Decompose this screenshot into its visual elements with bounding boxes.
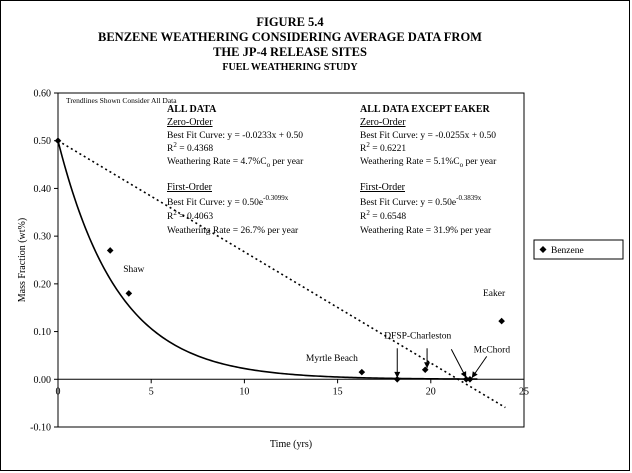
data-point [125, 290, 133, 297]
legend-box [533, 239, 624, 260]
y-tick-label: 0.50 [34, 136, 52, 147]
data-point [54, 137, 62, 145]
site-label: DFSP-Charleston [384, 332, 451, 342]
stats-except-zero-fit: Best Fit Curve: y = -0.0255x + 0.50 [360, 131, 496, 141]
trendline-linear [57, 140, 506, 409]
legend-label: Benzene [551, 246, 584, 256]
trend-note: Trendlines Shown Consider All Data [66, 96, 177, 105]
data-point [358, 368, 366, 376]
stats-except-zero-r2: R2 = 0.6221 [360, 141, 406, 154]
stats-all-zero-rate: Weathering Rate = 4.7%Co per year [167, 157, 304, 169]
y-tick-label: -0.10 [30, 423, 51, 434]
y-tick-label: 0.30 [34, 232, 52, 243]
x-tick-label: 25 [519, 386, 529, 397]
pointer-arrow-head [471, 371, 478, 378]
pointer-arrow-head [460, 371, 467, 378]
site-labels: Shaw Myrtle Beach DFSP-Charleston McChord Ea… [123, 265, 510, 364]
data-point [462, 375, 470, 383]
data-points [54, 137, 505, 383]
title-line-2: BENZENE WEATHERING CONSIDERING AVERAGE D… [98, 30, 482, 44]
stats-all-zero-r2: R2 = 0.4368 [167, 141, 213, 154]
pointer-arrows [394, 348, 488, 379]
site-label: McChord [474, 346, 511, 356]
data-point [393, 375, 401, 383]
site-label: Shaw [123, 265, 144, 275]
x-axis-label: Time (yrs) [270, 439, 312, 450]
stats-except-zero-label: Zero-Order [360, 117, 406, 128]
y-tick-label: 0.10 [34, 327, 52, 338]
stats-except-first-rate: Weathering Rate = 31.9% per year [360, 226, 492, 236]
stats-all-first-label: First-Order [167, 182, 213, 193]
site-label: Eaker [483, 289, 506, 299]
trendlines [57, 140, 506, 409]
stats-all-first-r2: R2 = 0.4063 [167, 209, 213, 222]
legend-marker [539, 246, 547, 253]
y-tick-label: 0.00 [34, 375, 52, 386]
stats-except-eaker: ALL DATA EXCEPT EAKER Zero-Order Best Fi… [360, 104, 497, 236]
subtitle: FUEL WEATHERING STUDY [222, 62, 358, 73]
plot-area [57, 92, 525, 428]
stats-all-zero-fit: Best Fit Curve: y = -0.0233x + 0.50 [167, 131, 303, 141]
data-point [106, 247, 114, 254]
x-tick-label: 20 [426, 386, 436, 397]
data-point [498, 317, 505, 325]
stats-except-first-fit: Best Fit Curve: y = 0.50e-0.3839x [360, 194, 482, 208]
legend: Benzene [533, 239, 624, 260]
stats-all-header: ALL DATA [167, 104, 217, 115]
stats-except-first-r2: R2 = 0.6548 [360, 209, 406, 222]
pointer-arrow-head [394, 371, 401, 378]
stats-except-header: ALL DATA EXCEPT EAKER [360, 104, 491, 115]
title-line-3: THE JP-4 RELEASE SITES [213, 45, 367, 59]
stats-all-data: ALL DATA Zero-Order Best Fit Curve: y = … [167, 104, 304, 236]
trendline-exponential [57, 140, 478, 380]
stats-except-first-label: First-Order [360, 182, 406, 193]
stats-all-first-rate: Weathering Rate = 26.7% per year [167, 226, 299, 236]
y-axis-label: Mass Fraction (wt%) [17, 218, 28, 302]
y-tick-label: 0.60 [34, 89, 52, 100]
x-tick-label: 0 [56, 386, 61, 397]
x-tick-label: 5 [149, 386, 154, 397]
site-label: Myrtle Beach [306, 354, 358, 364]
y-tick-label: 0.20 [34, 279, 52, 290]
stats-except-zero-rate: Weathering Rate = 5.1%Co per year [360, 157, 497, 169]
x-tick-label: 15 [333, 386, 343, 397]
pointer-arrow-head [424, 362, 431, 369]
stats-all-zero-label: Zero-Order [167, 117, 213, 128]
x-tick-label: 10 [239, 386, 249, 397]
y-tick-label: 0.40 [34, 184, 52, 195]
title-line-1: FIGURE 5.4 [256, 15, 324, 29]
stats-all-first-fit: Best Fit Curve: y = 0.50e-0.3099x [167, 194, 289, 208]
